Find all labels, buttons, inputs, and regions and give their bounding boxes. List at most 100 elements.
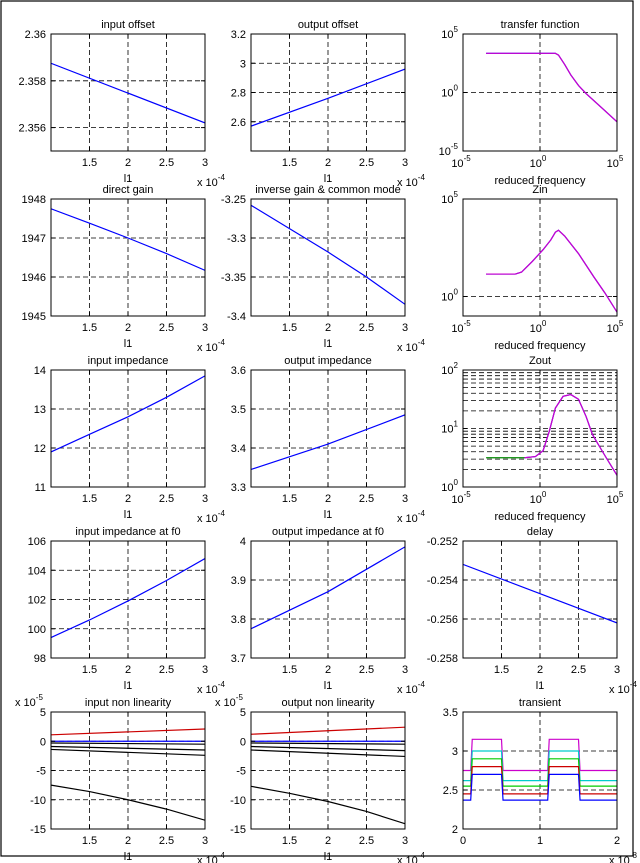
x-tick-label: 2 [614, 835, 620, 847]
x-exponent-label: x 10-4 [197, 680, 225, 696]
x-tick-label: 2 [325, 835, 331, 847]
x-exponent-label-exponent: -4 [218, 680, 226, 689]
y-tick-label-base: 10 [441, 29, 453, 41]
x-tick-label-base: 10 [607, 494, 619, 506]
y-tick-label-exponent: 0 [454, 288, 459, 297]
x-axis-label: reduced frequency [494, 511, 586, 523]
x-exponent-label: x 10-4 [397, 338, 425, 354]
x-exponent-label-base: x 10 [397, 177, 418, 189]
x-tick-label-base: 10 [451, 323, 463, 335]
series-group [51, 375, 205, 453]
x-axis-label: reduced frequency [494, 175, 586, 187]
x-tick-label: 105 [607, 319, 624, 335]
x-exponent-label: x 10-4 [397, 173, 425, 189]
y-tick-label-base: 10 [441, 424, 453, 436]
y-tick-label: 11 [35, 482, 46, 494]
subplot-direct-gain-3: 1.5 2 2.5 3 1945 1946 1947 1948 direct gain l1 x 1… [22, 184, 226, 354]
subplot-title: direct gain [103, 184, 154, 196]
y-tick-label-exponent: -5 [451, 142, 459, 151]
y-tick-label: -3.3 [227, 233, 246, 245]
y-tick-label: 3 [452, 746, 458, 758]
y-tick-label: 3.5 [443, 707, 458, 719]
x-exponent-label-base: x 10 [197, 855, 218, 863]
series-group [51, 62, 205, 124]
y-tick-label: 106 [28, 536, 46, 548]
y-tick-label: 2.358 [18, 76, 46, 88]
x-exponent-label-exponent: -4 [418, 851, 426, 860]
y-tick-label: 1945 [22, 311, 46, 323]
x-tick-label: 100 [530, 154, 547, 170]
subplot-input-impedance-at-f0-9: 1.5 2 2.5 3 98 100 102 104 106 input impedance at… [28, 526, 226, 696]
x-tick-label: 1.5 [282, 322, 297, 334]
series-line-0 [51, 62, 205, 124]
y-tick-label-exponent: 1 [454, 420, 459, 429]
y-tick-label: 100 [28, 624, 46, 636]
subplot-title: input non linearity [85, 697, 172, 709]
series-line-0 [51, 728, 205, 736]
series-line-2 [524, 393, 617, 476]
y-tick-label: 100 [441, 478, 458, 494]
x-exponent-label: x 10-4 [397, 680, 425, 696]
y-tick-label: 3.3 [231, 482, 246, 494]
series-group [486, 229, 617, 313]
x-tick-label: 2.5 [159, 835, 174, 847]
x-tick-label: 1.5 [82, 322, 97, 334]
x-exponent-label: x 10-4 [197, 173, 225, 189]
series-line-5 [51, 784, 205, 821]
x-tick-label: 10-5 [451, 154, 471, 170]
x-tick-label: 2 [325, 322, 331, 334]
x-exponent-label-base: x 10 [397, 513, 418, 525]
x-axis-label: l1 [324, 509, 333, 521]
series-line-0 [251, 726, 405, 735]
subplot-title: input impedance at f0 [75, 526, 180, 538]
x-tick-label: 2.5 [359, 664, 374, 676]
y-tick-label: 3 [240, 58, 246, 70]
series-line-0 [251, 68, 405, 127]
x-tick-label: 1.5 [282, 493, 297, 505]
x-tick-label: 1 [537, 835, 543, 847]
series-line-1 [486, 229, 617, 313]
x-exponent-label-exponent: -4 [418, 509, 426, 518]
x-tick-label-base: 10 [530, 323, 542, 335]
y-tick-label-base: 10 [441, 194, 453, 206]
x-axis-label: l1 [324, 851, 333, 863]
x-exponent-label-base: x 10 [397, 855, 418, 863]
x-tick-label: 1.5 [82, 664, 97, 676]
y-tick-label-base: 10 [439, 146, 451, 158]
series-line-2 [251, 742, 405, 745]
x-tick-label: 2.5 [359, 493, 374, 505]
y-tick-label: 3.4 [231, 443, 246, 455]
series-line-3 [251, 745, 405, 752]
subplot-title: output impedance at f0 [272, 526, 384, 538]
x-tick-label: 2.5 [359, 322, 374, 334]
x-tick-label: 2.5 [159, 493, 174, 505]
x-tick-label: 2.5 [159, 664, 174, 676]
x-exponent-label-base: x 10 [397, 684, 418, 696]
subplot-output-non-linearity-13: 1.5 2 2.5 3 -15 -10 -5 0 5 output non linearity l1… [215, 693, 425, 863]
y-tick-label: 0 [240, 736, 246, 748]
x-exponent-label: x 10-8 [609, 851, 637, 863]
x-tick-label: 2 [125, 493, 131, 505]
y-tick-label-exponent: 0 [454, 84, 459, 93]
subplot-input-offset-0: 1.5 2 2.5 3 2.356 2.358 2.36 input offset l1 x 10… [18, 19, 225, 189]
y-tick-label: 5 [40, 707, 46, 719]
x-tick-label: 1.5 [282, 835, 297, 847]
y-tick-label: 4 [240, 536, 246, 548]
subplot-transient-14: 0 1 2 2 2.5 3 3.5 transient x 10-8 [443, 697, 638, 863]
x-exponent-label-exponent: -4 [418, 338, 426, 347]
y-tick-label: -0.258 [427, 653, 458, 665]
x-tick-label-exponent: -5 [464, 490, 472, 499]
series-line-0 [51, 558, 205, 639]
x-tick-label-exponent: 0 [542, 319, 547, 328]
y-tick-label-base: 10 [441, 88, 453, 100]
y-tick-label: 2.5 [443, 785, 458, 797]
x-tick-label-base: 10 [607, 158, 619, 170]
x-tick-label: 3 [202, 664, 208, 676]
y-tick-label: 2.356 [18, 123, 46, 135]
y-exponent-label: x 10-5 [15, 693, 43, 709]
x-tick-label: 2.5 [571, 664, 586, 676]
y-tick-label: 3.8 [231, 614, 246, 626]
